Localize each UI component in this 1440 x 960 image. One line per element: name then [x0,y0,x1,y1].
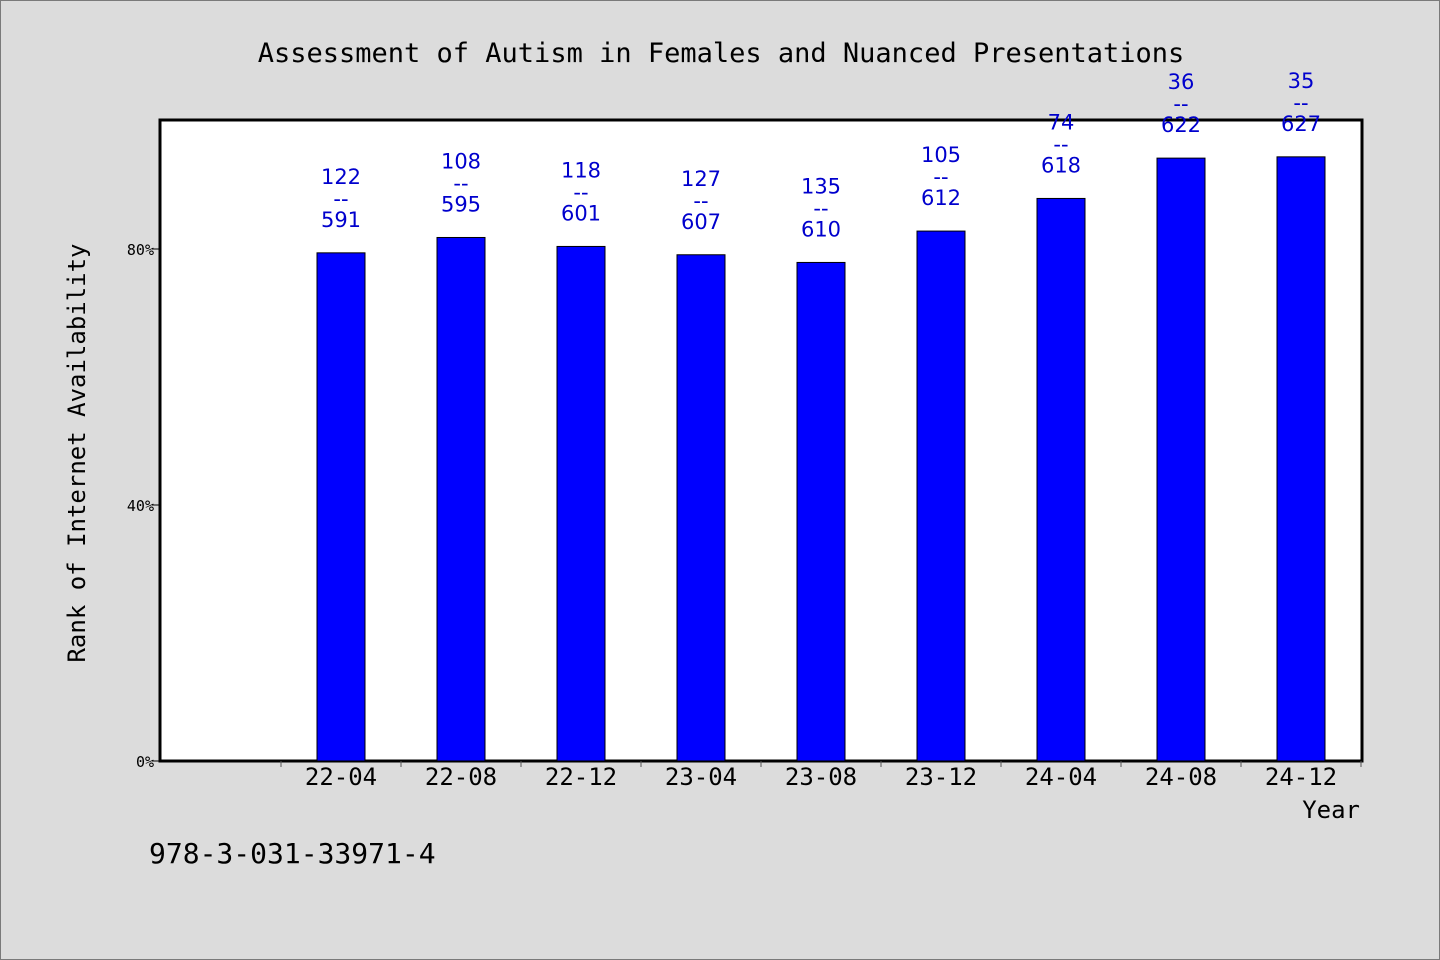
x-tick-label: 24-04 [1025,763,1097,791]
x-tick-label: 24-08 [1145,763,1217,791]
x-axis-label: Year [1302,796,1360,824]
bars-layer [316,156,1326,762]
bar-data-label: -- [453,171,468,195]
x-tick-label: 22-12 [545,763,617,791]
bar-data-label: 627 [1281,112,1321,136]
bar-data-label: -- [1173,92,1188,116]
bar-data-label: -- [1053,132,1068,156]
bar-24-12 [1276,156,1326,762]
x-tick-label: 23-12 [905,763,977,791]
x-tick-label: 22-04 [305,763,377,791]
bar-22-08 [436,236,486,762]
footnote-isbn: 978-3-031-33971-4 [149,837,436,870]
bar-data-label: 610 [801,217,841,241]
bar-22-04 [316,252,366,762]
y-axis: 0% 40% 80% [127,241,160,771]
y-tick-label: 0% [136,753,154,771]
bar-data-label: -- [333,187,348,211]
bar-data-label: 35 [1288,69,1315,93]
bar-data-label: 36 [1168,70,1195,94]
bar-data-label: -- [813,196,828,220]
bar-data-label: 595 [441,192,481,216]
bar-data-label: -- [573,180,588,204]
bar-data-label: 607 [681,210,721,234]
bar-data-label: 127 [681,167,721,191]
bar-24-08 [1156,157,1206,762]
bar-data-label: 122 [321,165,361,189]
bar-data-label: 105 [921,143,961,167]
x-tick-label: 23-04 [665,763,737,791]
chart-title: Assessment of Autism in Females and Nuan… [258,38,1185,69]
bar-data-label: -- [693,189,708,213]
bar-22-12 [556,245,606,762]
bar-data-label: 622 [1161,113,1201,137]
bar-data-label: 601 [561,201,601,225]
bar-data-label: -- [1293,91,1308,115]
bar-23-12 [916,230,966,762]
bar-data-label: 612 [921,186,961,210]
x-tick-label: 23-08 [785,763,857,791]
bar-data-label: 74 [1048,110,1075,134]
bar-data-label: 135 [801,174,841,198]
y-tick-label: 80% [127,241,154,259]
x-tick-label: 22-08 [425,763,497,791]
bar-24-04 [1036,197,1086,762]
y-tick-label: 40% [127,497,154,515]
bar-data-label: 591 [321,208,361,232]
bar-23-04 [676,254,726,762]
x-axis: 22-04 22-08 22-12 23-04 23-08 23-12 24-04 24-08… [280,761,1362,791]
bar-23-08 [796,261,846,762]
y-axis-label: Rank of Internet Availability [63,243,91,662]
bar-data-label: 118 [561,158,601,182]
bar-data-label: -- [933,165,948,189]
bar-labels-layer: 122--591108--595118--601127--607135--610… [321,69,1321,242]
bar-data-label: 108 [441,149,481,173]
bar-data-label: 618 [1041,153,1081,177]
x-tick-label: 24-12 [1265,763,1337,791]
